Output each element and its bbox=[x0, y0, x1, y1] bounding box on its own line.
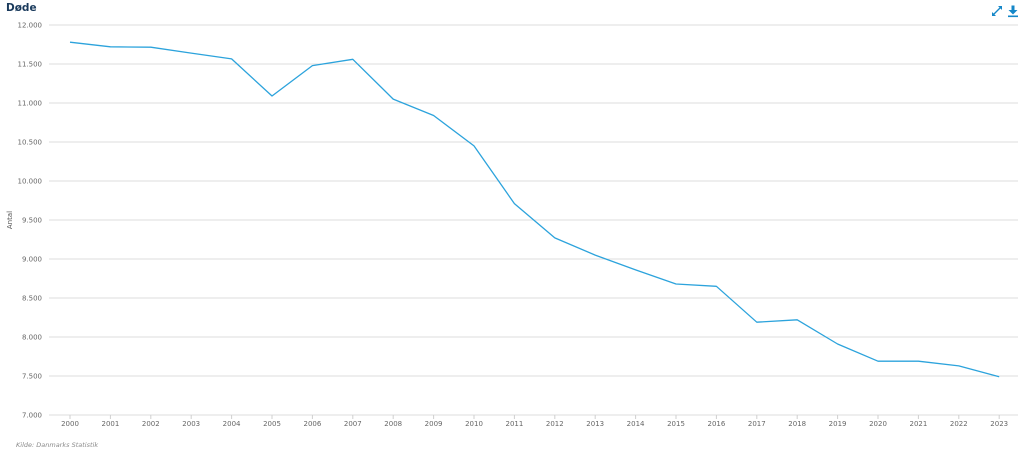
x-tick-label: 2017 bbox=[748, 420, 766, 428]
series-line-deaths bbox=[69, 41, 1000, 378]
y-tick-label: 11.000 bbox=[18, 100, 43, 108]
x-tick-label: 2013 bbox=[586, 420, 604, 428]
x-tick-label: 2009 bbox=[425, 420, 443, 428]
data-point-2013[interactable] bbox=[592, 252, 598, 258]
data-point-2003[interactable] bbox=[188, 50, 194, 56]
data-point-2016[interactable] bbox=[713, 283, 719, 289]
y-tick-label: 9.000 bbox=[22, 256, 42, 264]
x-tick-label: 2023 bbox=[990, 420, 1008, 428]
x-tick-label: 2012 bbox=[546, 420, 564, 428]
x-tick-label: 2003 bbox=[182, 420, 200, 428]
x-tick-label: 2005 bbox=[263, 420, 281, 428]
y-axis-label: Antal bbox=[6, 211, 14, 229]
x-tick-label: 2022 bbox=[950, 420, 968, 428]
data-point-2017[interactable] bbox=[754, 319, 760, 325]
data-point-2010[interactable] bbox=[471, 143, 477, 149]
x-tick-label: 2019 bbox=[829, 420, 847, 428]
x-tick-label: 2010 bbox=[465, 420, 483, 428]
data-point-2006[interactable] bbox=[309, 63, 315, 69]
data-point-2014[interactable] bbox=[633, 267, 639, 273]
x-tick-label: 2020 bbox=[869, 420, 887, 428]
y-tick-label: 12.000 bbox=[18, 22, 43, 30]
x-tick-label: 2021 bbox=[909, 420, 927, 428]
y-tick-label: 7.000 bbox=[22, 412, 42, 420]
y-tick-label: 9.500 bbox=[22, 217, 42, 225]
y-tick-label: 8.000 bbox=[22, 334, 42, 342]
x-tick-label: 2001 bbox=[101, 420, 119, 428]
data-point-2011[interactable] bbox=[511, 201, 517, 207]
data-point-2020[interactable] bbox=[875, 358, 881, 364]
x-tick-label: 2018 bbox=[788, 420, 806, 428]
x-tick-label: 2000 bbox=[61, 420, 79, 428]
y-tick-label: 7.500 bbox=[22, 373, 42, 381]
data-point-2022[interactable] bbox=[956, 363, 962, 369]
download-icon[interactable] bbox=[1006, 3, 1020, 18]
data-point-2023[interactable] bbox=[996, 374, 1002, 380]
y-tick-label: 11.500 bbox=[18, 61, 43, 69]
data-point-2001[interactable] bbox=[107, 44, 113, 50]
data-point-2012[interactable] bbox=[552, 235, 558, 241]
y-tick-label: 10.500 bbox=[18, 139, 43, 147]
data-point-2009[interactable] bbox=[431, 112, 437, 118]
data-point-2008[interactable] bbox=[390, 96, 396, 102]
data-point-2007[interactable] bbox=[350, 56, 356, 62]
y-tick-label: 10.000 bbox=[18, 178, 43, 186]
source-note: Kilde: Danmarks Statistik bbox=[16, 441, 99, 449]
data-point-2002[interactable] bbox=[148, 44, 154, 50]
x-tick-label: 2006 bbox=[303, 420, 321, 428]
x-tick-label: 2016 bbox=[707, 420, 725, 428]
y-tick-label: 8.500 bbox=[22, 295, 42, 303]
x-tick-label: 2014 bbox=[627, 420, 645, 428]
data-point-2019[interactable] bbox=[835, 341, 841, 347]
chart-title: Døde bbox=[6, 2, 37, 14]
data-point-2000[interactable] bbox=[67, 39, 73, 45]
x-tick-label: 2008 bbox=[384, 420, 402, 428]
x-tick-label: 2011 bbox=[505, 420, 523, 428]
data-point-2005[interactable] bbox=[269, 93, 275, 99]
data-point-2015[interactable] bbox=[673, 281, 679, 287]
x-tick-label: 2002 bbox=[142, 420, 160, 428]
data-point-2021[interactable] bbox=[915, 358, 921, 364]
data-point-2018[interactable] bbox=[794, 317, 800, 323]
expand-icon[interactable] bbox=[990, 3, 1004, 17]
data-point-2004[interactable] bbox=[229, 56, 235, 62]
x-tick-label: 2004 bbox=[223, 420, 241, 428]
x-tick-label: 2007 bbox=[344, 420, 362, 428]
x-tick-label: 2015 bbox=[667, 420, 685, 428]
